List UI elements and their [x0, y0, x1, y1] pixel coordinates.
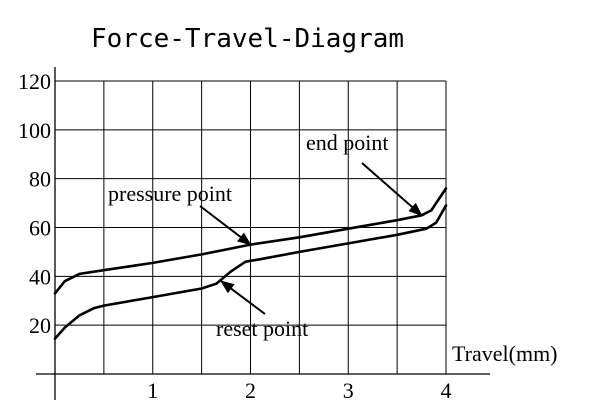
annotation-end-point-label: end point: [306, 130, 389, 155]
x-tick-label: 2: [245, 378, 256, 403]
tick-labels: 20 40 60 80 100 120 1 2 3 4: [18, 69, 452, 403]
annotation-pressure-point-label: pressure point: [108, 181, 232, 206]
series-line-2: [53, 204, 448, 340]
annotation-pressure-point-arrow: [199, 205, 252, 246]
grid: [55, 80, 447, 374]
x-tick-label: 4: [441, 378, 452, 403]
y-tick-label: 40: [29, 264, 51, 289]
annotation-end-point-arrow: [361, 162, 423, 217]
axes: [36, 67, 490, 400]
y-tick-label: 80: [29, 167, 51, 192]
annotation-reset-point-label: reset point: [216, 316, 308, 341]
annotations: pressure point reset point end point: [108, 130, 423, 341]
y-tick-label: 100: [18, 118, 51, 143]
y-tick-label: 60: [29, 216, 51, 241]
chart-title: Force-Travel-Diagram: [91, 24, 404, 54]
x-tick-label: 3: [343, 378, 354, 403]
annotation-reset-point-arrow: [220, 280, 266, 315]
x-axis-title: Travel(mm): [452, 341, 558, 366]
x-tick-label: 1: [147, 378, 158, 403]
y-tick-label: 120: [18, 69, 51, 94]
y-tick-label: 20: [29, 313, 51, 338]
